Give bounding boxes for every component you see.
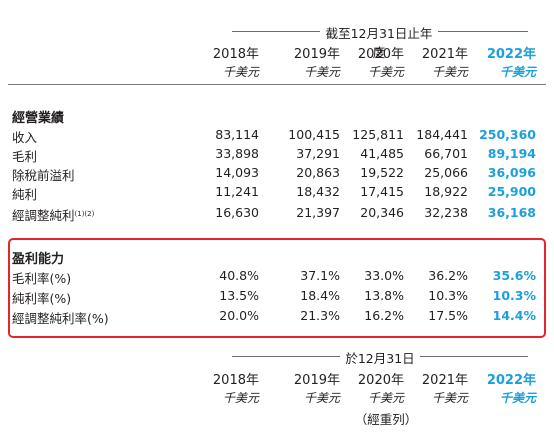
title-rule-left [232,31,320,32]
cell-2021: 184,441 [416,127,468,142]
unit-2019: 千美元 [303,65,340,79]
table-row: 收入 83,114 100,415 125,811 184,441 250,36… [0,127,554,145]
year-2021-header: 2021年 [421,373,468,388]
cell-2019: 37,291 [296,146,340,161]
restated-note: （經重列） [354,412,418,427]
cell-2021: 32,238 [424,205,468,220]
year-2018-header: 2018年 [212,373,259,388]
cell-2020: 13.8% [364,288,404,303]
cell-2022: 36,168 [487,205,536,220]
cell-2020: 16.2% [364,308,404,323]
table-row: 經調整純利(1)(2) 16,630 21,397 20,346 32,238 … [0,205,554,223]
as-at-title: 於12月31日 [345,351,415,366]
bottom-title-rule-left [232,356,340,357]
row-label: 收入 [12,130,38,145]
table-row: 毛利率(%) 40.8% 37.1% 33.0% 36.2% 35.6% [0,268,554,286]
cell-2022: 36,096 [487,165,536,180]
cell-2019: 18,432 [296,184,340,199]
cell-2022: 35.6% [492,268,536,283]
cell-2022: 25,900 [487,184,536,199]
row-label: 毛利率(%) [12,271,72,286]
cell-2020: 125,811 [352,127,404,142]
cell-2019: 20,863 [296,165,340,180]
header-divider [8,84,546,85]
year-2022-header: 2022年 [486,373,536,388]
cell-2021: 17.5% [428,308,468,323]
year-2021-header: 2021年 [421,47,468,62]
cell-2022: 14.4% [492,308,536,323]
row-label: 經調整純利(1)(2) [12,205,94,224]
period-title: 截至12月31日止年度 [325,26,433,60]
year-2020-header: 2020年 [357,47,404,62]
row-label-text: 經調整純利 [12,208,75,223]
section-title-profitability: 盈利能力 [12,252,65,267]
cell-2018: 11,241 [215,184,259,199]
table-row: 除稅前溢利 14,093 20,863 19,522 25,066 36,096 [0,165,554,183]
cell-2018: 33,898 [215,146,259,161]
cell-2018: 13.5% [219,288,259,303]
title-rule-right [438,31,528,32]
table-row: 毛利 33,898 37,291 41,485 66,701 89,194 [0,146,554,164]
unit-2020: 千美元 [367,391,404,405]
cell-2019: 18.4% [300,288,340,303]
cell-2022: 89,194 [487,146,536,161]
footnote-marker: (1)(2) [74,210,95,218]
cell-2021: 66,701 [424,146,468,161]
cell-2018: 20.0% [219,308,259,323]
cell-2019: 37.1% [300,268,340,283]
highlight-box [8,238,546,338]
year-2019-header: 2019年 [293,373,340,388]
unit-2019: 千美元 [303,391,340,405]
cell-2020: 17,415 [360,184,404,199]
cell-2020: 19,522 [360,165,404,180]
unit-2021: 千美元 [431,65,468,79]
row-label: 純利率(%) [12,291,72,306]
row-label: 除稅前溢利 [12,168,75,183]
unit-2018: 千美元 [222,65,259,79]
cell-2018: 14,093 [215,165,259,180]
unit-2021: 千美元 [431,391,468,405]
cell-2019: 21.3% [300,308,340,323]
unit-2020: 千美元 [367,65,404,79]
year-2018-header: 2018年 [212,47,259,62]
year-2020-header: 2020年 [357,373,404,388]
table-row: 純利率(%) 13.5% 18.4% 13.8% 10.3% 10.3% [0,288,554,306]
cell-2021: 18,922 [424,184,468,199]
cell-2022: 10.3% [492,288,536,303]
cell-2018: 83,114 [215,127,259,142]
cell-2021: 36.2% [428,268,468,283]
section-title-operating: 經營業績 [12,111,65,126]
row-label: 毛利 [12,149,38,164]
year-2022-header: 2022年 [486,47,536,62]
table-row: 經調整純利率(%) 20.0% 21.3% 16.2% 17.5% 14.4% [0,308,554,326]
bottom-title-rule-right [420,356,528,357]
unit-2018: 千美元 [222,391,259,405]
row-label: 純利 [12,187,38,202]
year-2019-header: 2019年 [293,47,340,62]
unit-2022: 千美元 [499,65,536,79]
cell-2019: 21,397 [296,205,340,220]
cell-2021: 10.3% [428,288,468,303]
cell-2020: 20,346 [360,205,404,220]
row-label: 經調整純利率(%) [12,311,109,326]
cell-2018: 40.8% [219,268,259,283]
cell-2018: 16,630 [215,205,259,220]
unit-2022: 千美元 [499,391,536,405]
cell-2020: 41,485 [360,146,404,161]
cell-2020: 33.0% [364,268,404,283]
cell-2019: 100,415 [288,127,340,142]
cell-2022: 250,360 [479,127,536,142]
cell-2021: 25,066 [424,165,468,180]
table-row: 純利 11,241 18,432 17,415 18,922 25,900 [0,184,554,202]
